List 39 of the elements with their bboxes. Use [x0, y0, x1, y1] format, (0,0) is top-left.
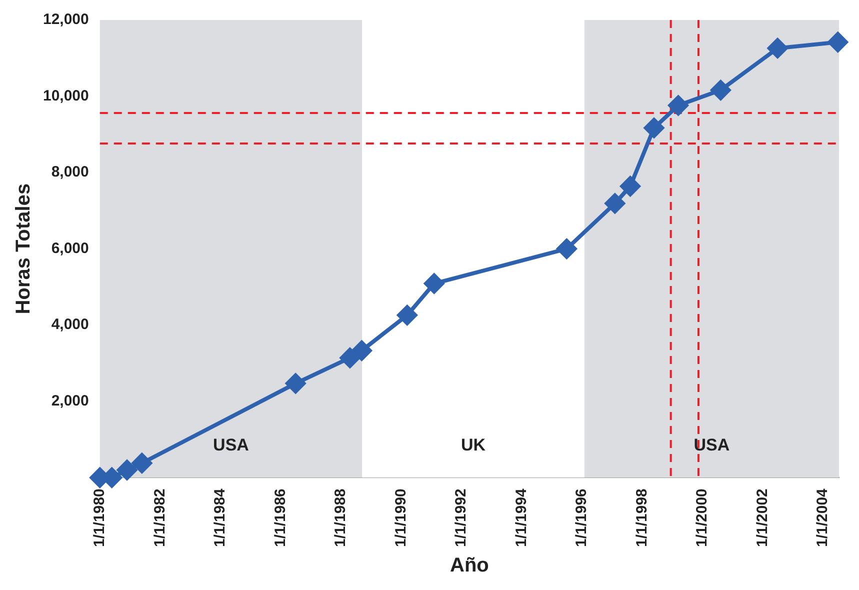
- x-tick-label: 1/1/1982: [151, 488, 168, 547]
- x-tick-label: 1/1/1988: [332, 488, 350, 547]
- x-tick-label: 1/1/2000: [693, 488, 710, 547]
- band-label: USA: [213, 435, 249, 454]
- point: [340, 348, 360, 368]
- x-tick-label: 1/1/1994: [512, 488, 530, 547]
- x-tick-label: 1/1/2004: [814, 488, 831, 547]
- x-tick-label: 1/1/1998: [633, 488, 650, 547]
- x-tick-label: 1/1/1990: [392, 488, 410, 547]
- point: [424, 274, 444, 294]
- point: [117, 460, 138, 480]
- band-label: USA: [694, 435, 730, 454]
- point: [644, 118, 664, 138]
- point: [604, 193, 625, 214]
- point: [668, 95, 688, 116]
- x-tick-label: 1/1/1996: [572, 488, 590, 547]
- y-tick-label: 8,000: [51, 164, 89, 181]
- x-tick-label: 1/1/2002: [754, 488, 771, 547]
- y-tick-label: 12,000: [42, 11, 89, 28]
- point: [397, 305, 418, 326]
- y-tick-label: 6,000: [51, 240, 89, 257]
- x-tick-label: 1/1/1986: [272, 488, 289, 547]
- point: [710, 80, 731, 100]
- point: [620, 176, 640, 196]
- point: [768, 38, 788, 58]
- x-tick-label: 1/1/1984: [212, 488, 229, 547]
- y-tick-label: 10,000: [42, 87, 89, 104]
- x-axis-title: Año: [450, 554, 489, 577]
- y-tick-label: 4,000: [51, 316, 89, 334]
- band-label: UK: [460, 435, 486, 454]
- point: [286, 373, 306, 394]
- point: [132, 453, 152, 474]
- point: [352, 340, 372, 361]
- y-axis-title: Horas Totales: [12, 183, 35, 314]
- x-tick-label: 1/1/1980: [91, 488, 108, 547]
- point: [828, 32, 848, 52]
- y-tick-label: 2,000: [51, 392, 89, 410]
- point: [556, 238, 577, 259]
- x-tick-label: 1/1/1992: [452, 488, 470, 547]
